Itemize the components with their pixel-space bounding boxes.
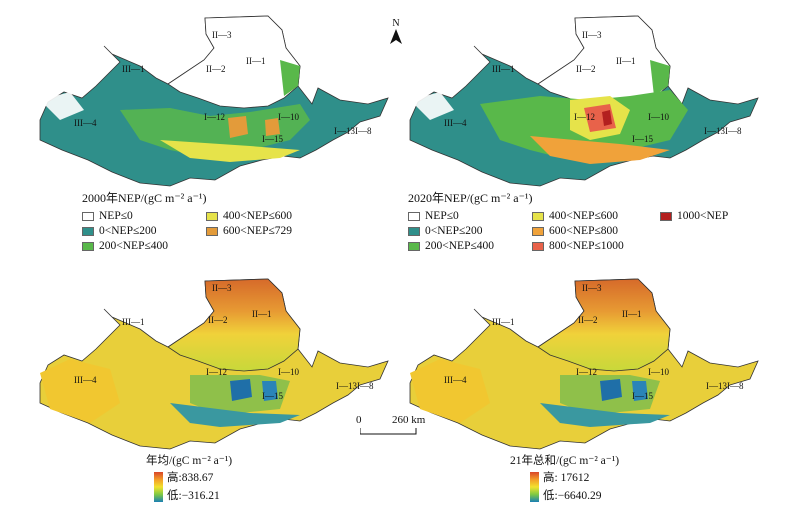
svg-text:II—3: II—3 (582, 30, 602, 40)
colorbar-annual-title: 年均/(gC m⁻² a⁻¹) (146, 455, 233, 467)
svg-text:I—10: I—10 (278, 112, 299, 122)
legend-2000-item: 400<NEP≤600 (206, 208, 292, 224)
legend-2000-item: 0<NEP≤200 (82, 223, 157, 239)
legend-2000-item: 600<NEP≤729 (206, 223, 292, 239)
colorbar-annual-gradient (154, 472, 163, 502)
svg-text:II—2: II—2 (208, 315, 228, 325)
legend-2000: 2000年NEP/(gC m⁻² a⁻¹) NEP≤0 0<NEP≤200 20… (82, 190, 362, 260)
colorbar-total-title: 21年总和/(gC m⁻² a⁻¹) (510, 455, 620, 467)
legend-2020-item: 400<NEP≤600 (532, 208, 618, 224)
svg-text:II—1: II—1 (622, 309, 642, 319)
legend-swatch (82, 211, 94, 221)
legend-swatch (532, 226, 544, 236)
svg-text:III—4: III—4 (74, 375, 97, 385)
svg-text:III—4: III—4 (444, 118, 467, 128)
legend-2000-item: 200<NEP≤400 (82, 238, 168, 254)
scale-bar-line (360, 428, 417, 435)
svg-text:I—15: I—15 (262, 134, 283, 144)
region-labels-map3: II—3 II—2 II—1 III—1 III—4 I—12 I—10 I—1… (74, 283, 374, 401)
legend-2000-item: NEP≤0 (82, 208, 133, 224)
svg-text:I—10: I—10 (648, 367, 669, 377)
region-labels-map4: II—3 II—2 II—1 III—1 III—4 I—12 I—10 I—1… (444, 283, 744, 401)
svg-text:II—1: II—1 (252, 309, 272, 319)
colorbar-annual-low: 低:−316.21 (167, 490, 220, 502)
legend-2020-item: 0<NEP≤200 (408, 223, 483, 239)
svg-text:I—13I—8: I—13I—8 (334, 126, 372, 136)
legend-swatch (206, 226, 218, 236)
scale-start-label: 0 (356, 414, 362, 426)
svg-text:I—15: I—15 (262, 391, 283, 401)
map-21yr-total: II—3 II—2 II—1 III—1 III—4 I—12 I—10 I—1… (409, 278, 759, 450)
svg-text:III—4: III—4 (74, 118, 97, 128)
map-annual-mean: II—3 II—2 II—1 III—1 III—4 I—12 I—10 I—1… (39, 278, 389, 450)
colorbar-total-low: 低:−6640.29 (543, 490, 602, 502)
legend-2000-title: 2000年NEP/(gC m⁻² a⁻¹) (82, 191, 207, 205)
svg-text:I—13I—8: I—13I—8 (336, 381, 374, 391)
colorbar-total-gradient (530, 472, 539, 502)
svg-text:I—12: I—12 (574, 112, 595, 122)
legend-swatch (206, 211, 218, 221)
svg-text:I—12: I—12 (206, 367, 227, 377)
north-label: N (392, 18, 400, 29)
legend-swatch (408, 211, 420, 221)
svg-text:I—12: I—12 (576, 367, 597, 377)
scale-end-label: 260 km (392, 414, 426, 426)
svg-text:II—1: II—1 (246, 56, 266, 66)
north-arrow: N (388, 18, 404, 48)
legend-2020-title: 2020年NEP/(gC m⁻² a⁻¹) (408, 191, 533, 205)
svg-text:II—3: II—3 (212, 30, 232, 40)
svg-text:I—15: I—15 (632, 391, 653, 401)
svg-text:III—4: III—4 (444, 375, 467, 385)
colorbar-total-high: 高: 17612 (543, 472, 590, 484)
svg-text:I—10: I—10 (648, 112, 669, 122)
svg-text:III—1: III—1 (492, 64, 515, 74)
svg-text:II—3: II—3 (582, 283, 602, 293)
legend-swatch (532, 211, 544, 221)
legend-2020: 2020年NEP/(gC m⁻² a⁻¹) NEP≤0 0<NEP≤200 20… (408, 190, 788, 260)
scale-bar: 0 260 km (356, 414, 446, 438)
svg-text:II—2: II—2 (206, 64, 226, 74)
north-arrow-icon (390, 29, 402, 44)
legend-swatch (82, 241, 94, 251)
svg-text:II—3: II—3 (212, 283, 232, 293)
legend-2020-item: NEP≤0 (408, 208, 459, 224)
svg-text:III—1: III—1 (122, 64, 145, 74)
svg-text:II—1: II—1 (616, 56, 636, 66)
map-2020-nep: II—3 II—2 II—1 III—1 III—4 I—12 I—10 I—1… (409, 15, 759, 187)
map-2000-nep: II—3 II—2 II—1 III—1 III—4 I—12 I—10 I—1… (39, 15, 389, 187)
svg-text:I—10: I—10 (278, 367, 299, 377)
svg-text:I—15: I—15 (632, 134, 653, 144)
legend-swatch (408, 226, 420, 236)
svg-text:II—2: II—2 (576, 64, 596, 74)
region-labels-map1: II—3 II—2 II—1 III—1 III—4 I—12 I—10 I—1… (74, 30, 372, 144)
region-labels-map2: II—3 II—2 II—1 III—1 III—4 I—12 I—10 I—1… (444, 30, 742, 144)
legend-swatch (82, 226, 94, 236)
legend-2020-item: 200<NEP≤400 (408, 238, 494, 254)
legend-swatch (532, 241, 544, 251)
legend-2020-item: 600<NEP≤800 (532, 223, 618, 239)
colorbar-annual-high: 高:838.67 (167, 472, 214, 484)
svg-text:I—13I—8: I—13I—8 (706, 381, 744, 391)
svg-text:I—13I—8: I—13I—8 (704, 126, 742, 136)
svg-text:I—12: I—12 (204, 112, 225, 122)
svg-text:III—1: III—1 (122, 317, 145, 327)
legend-2020-item: 1000<NEP (660, 208, 728, 224)
svg-text:III—1: III—1 (492, 317, 515, 327)
legend-2020-item: 800<NEP≤1000 (532, 238, 624, 254)
legend-swatch (660, 211, 672, 221)
svg-text:II—2: II—2 (578, 315, 598, 325)
legend-swatch (408, 241, 420, 251)
